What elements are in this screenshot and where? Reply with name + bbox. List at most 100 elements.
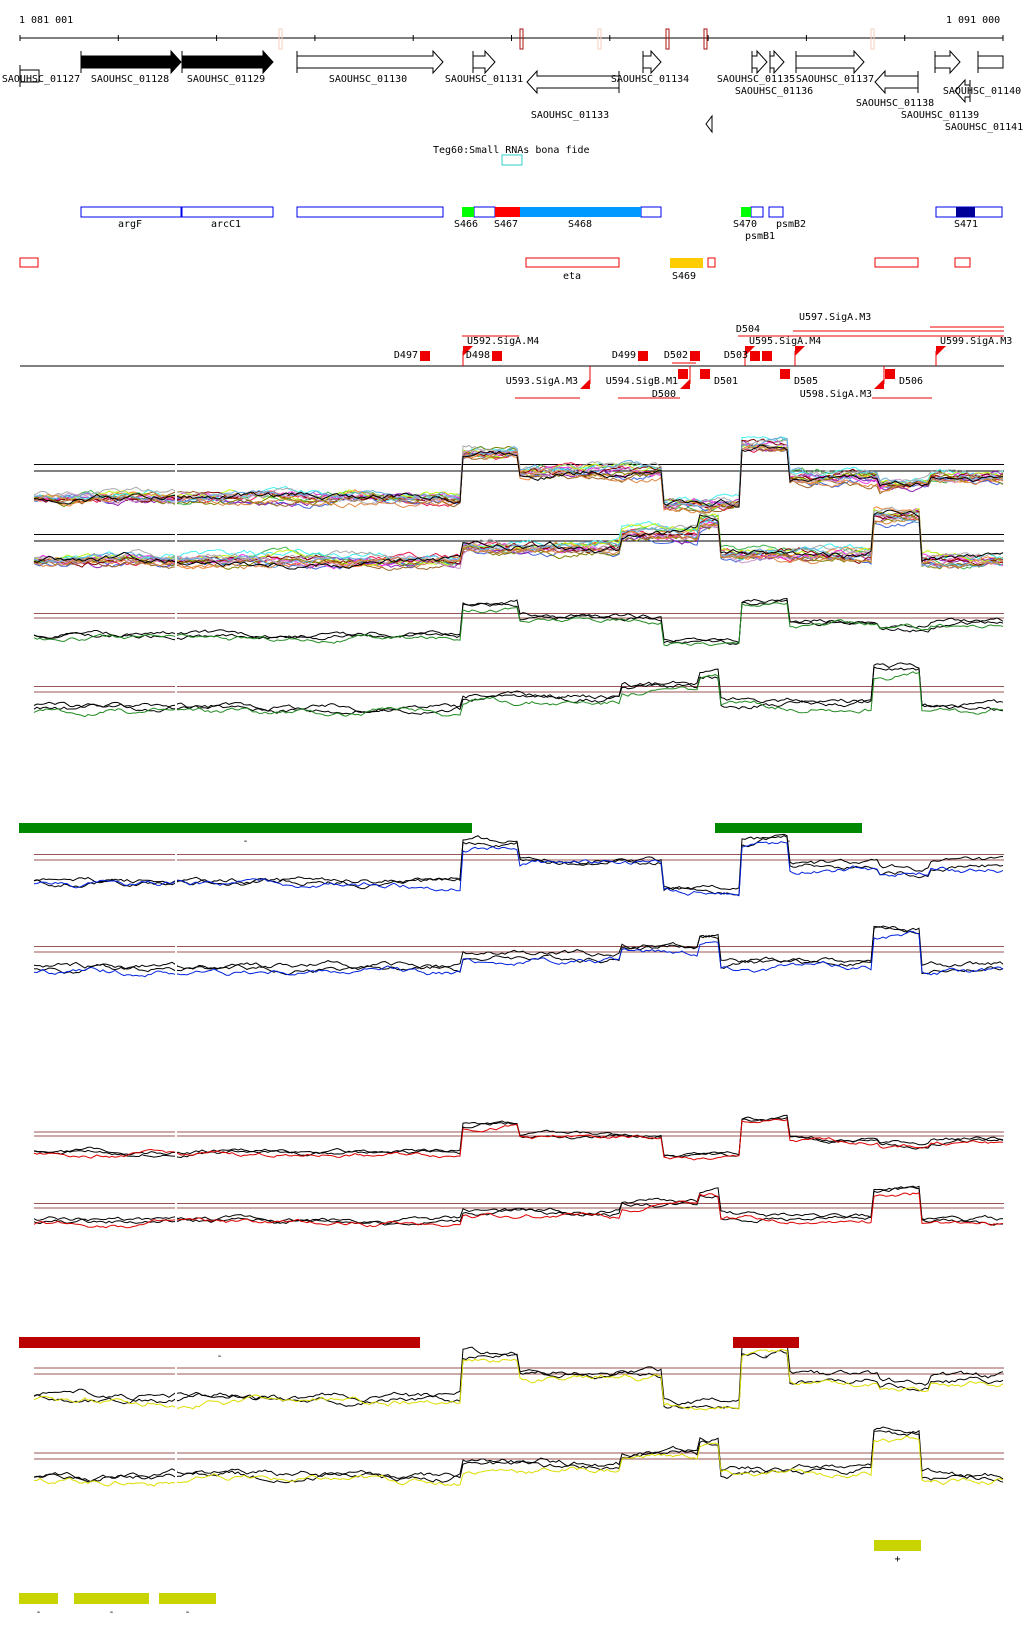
segment-s468[interactable] (520, 207, 641, 217)
gene-label: SAOUHSC_01140 (943, 86, 1021, 97)
green-condition-bar[interactable] (715, 823, 862, 833)
gene-label: SAOUHSC_01133 (531, 110, 609, 121)
green-condition-bar[interactable] (19, 823, 472, 833)
yellow-condition-bar[interactable] (19, 1593, 58, 1604)
gene-arrow-saouhsc_01131[interactable] (472, 49, 496, 75)
red-track-2-series (33, 1186, 1004, 1224)
green-track-1-series (33, 598, 1004, 644)
promoter-d503[interactable] (750, 351, 760, 361)
promoter-u592.siga.m4[interactable] (463, 346, 473, 356)
strand-label: + (894, 1554, 900, 1565)
small-rna-feature[interactable] (501, 154, 523, 166)
gene-arrow-saouhsc_01138[interactable] (874, 69, 919, 95)
antisense-track: eta S469 (19, 257, 971, 282)
antisense-box[interactable] (954, 257, 971, 268)
transcript-marker[interactable] (665, 28, 670, 50)
promoter-d502[interactable] (690, 351, 700, 361)
segment-box[interactable] (750, 206, 764, 218)
gene-arrow-saouhsc_01135[interactable] (751, 49, 768, 75)
promoter-u597.siga.m3[interactable] (795, 346, 805, 356)
gene-label: SAOUHSC_01135 (717, 74, 795, 85)
gene-label: SAOUHSC_01141 (945, 122, 1023, 133)
promoter-label: D497 (394, 350, 418, 361)
red-condition-bar[interactable] (733, 1337, 799, 1348)
segment-label: psmB1 (745, 231, 775, 242)
promoter-d499[interactable] (638, 351, 648, 361)
promoter-d500[interactable] (678, 369, 688, 379)
gene-arrow-saouhsc_01128[interactable] (80, 49, 182, 75)
multi-condition-track-2-series (33, 512, 1004, 569)
promoter-d497[interactable] (420, 351, 430, 361)
gene-arrow-saouhsc_01140[interactable] (934, 49, 961, 75)
promoter-label: D506 (899, 376, 923, 387)
segment-box[interactable] (473, 206, 496, 218)
segment-box[interactable] (80, 206, 182, 218)
gene-arrow-saouhsc_01130[interactable] (296, 49, 444, 75)
small-gene-arrow[interactable] (705, 114, 713, 134)
promoter-d506[interactable] (885, 369, 895, 379)
gene-arrow-saouhsc_01133[interactable] (526, 69, 620, 95)
segment-box[interactable] (181, 206, 274, 218)
antisense-box[interactable] (525, 257, 620, 268)
antisense-box[interactable] (19, 257, 39, 268)
transcript-marker[interactable] (519, 28, 524, 50)
promoter-label: U592.SigA.M4 (467, 336, 539, 347)
segment-s467[interactable] (495, 207, 520, 217)
red-condition-bar[interactable] (19, 1337, 420, 1348)
promoter-label: D504 (736, 324, 760, 335)
antisense-s469[interactable] (670, 258, 703, 268)
gene-arrow-saouhsc_01129[interactable] (181, 49, 274, 75)
gene-label: SAOUHSC_01137 (796, 74, 874, 85)
green-track-2-series (33, 662, 1004, 714)
transcript-marker[interactable] (597, 28, 602, 50)
promoter-label: D500 (652, 389, 676, 400)
gene-arrow-saouhsc_01136[interactable] (769, 49, 785, 75)
antisense-box[interactable] (874, 257, 919, 268)
transcript-marker[interactable] (278, 28, 283, 50)
gene-arrow-saouhsc_01137[interactable] (795, 49, 865, 75)
segment-s470[interactable] (741, 207, 751, 217)
yellow-condition-bar[interactable] (74, 1593, 149, 1604)
promoter-label: U599.SigA.M3 (940, 336, 1012, 347)
promoter-label: D499 (612, 350, 636, 361)
promoter-d504[interactable] (762, 351, 772, 361)
blue-track-1-series (33, 835, 1004, 896)
gene-arrow-saouhsc_01139[interactable] (954, 78, 971, 104)
antisense-label: eta (563, 271, 581, 282)
condition-bars: - - - - + - - - (19, 823, 921, 1618)
segment-s471[interactable] (956, 207, 975, 217)
segment-box[interactable] (296, 206, 444, 218)
red-track-2-series (33, 1185, 1004, 1226)
promoter-u598.siga.m3[interactable] (874, 379, 884, 389)
gene-arrow-saouhsc_01141[interactable] (977, 55, 1004, 69)
segment-box[interactable] (640, 206, 662, 218)
segment-s466[interactable] (462, 207, 474, 217)
promoter-d501[interactable] (700, 369, 710, 379)
multi-condition-track-2-series (33, 512, 1004, 569)
transcript-marker[interactable] (870, 28, 875, 50)
gene-label: SAOUHSC_01138 (856, 98, 934, 109)
ruler-end-label: 1 091 000 (946, 15, 1000, 26)
promoter-u593.siga.m3[interactable] (580, 379, 590, 389)
promoter-u594.sigb.m1[interactable] (680, 379, 690, 389)
yellow-condition-bar[interactable] (159, 1593, 216, 1604)
yellow-track-1-series (33, 1350, 1004, 1410)
small-rna-label: Teg60:Small RNAs bona fide (433, 145, 590, 156)
strand-label: - (184, 1607, 190, 1618)
promoter-u599.siga.m3[interactable] (936, 346, 946, 356)
yellow-track-1-series (33, 1340, 1004, 1407)
gene-label: SAOUHSC_01136 (735, 86, 813, 97)
promoter-label: D503 (724, 350, 748, 361)
yellow-condition-bar[interactable] (874, 1540, 921, 1551)
transcript-marker[interactable] (703, 28, 708, 50)
antisense-box[interactable] (707, 257, 716, 268)
promoter-d498[interactable] (492, 351, 502, 361)
gene-arrow-saouhsc_01134[interactable] (642, 49, 662, 75)
antisense-label: S469 (672, 271, 696, 282)
blue-track-2-series (33, 925, 1004, 971)
promoter-d505[interactable] (780, 369, 790, 379)
segment-label: S471 (954, 219, 978, 230)
segment-box[interactable] (768, 206, 784, 218)
promoter-label: U598.SigA.M3 (800, 389, 872, 400)
